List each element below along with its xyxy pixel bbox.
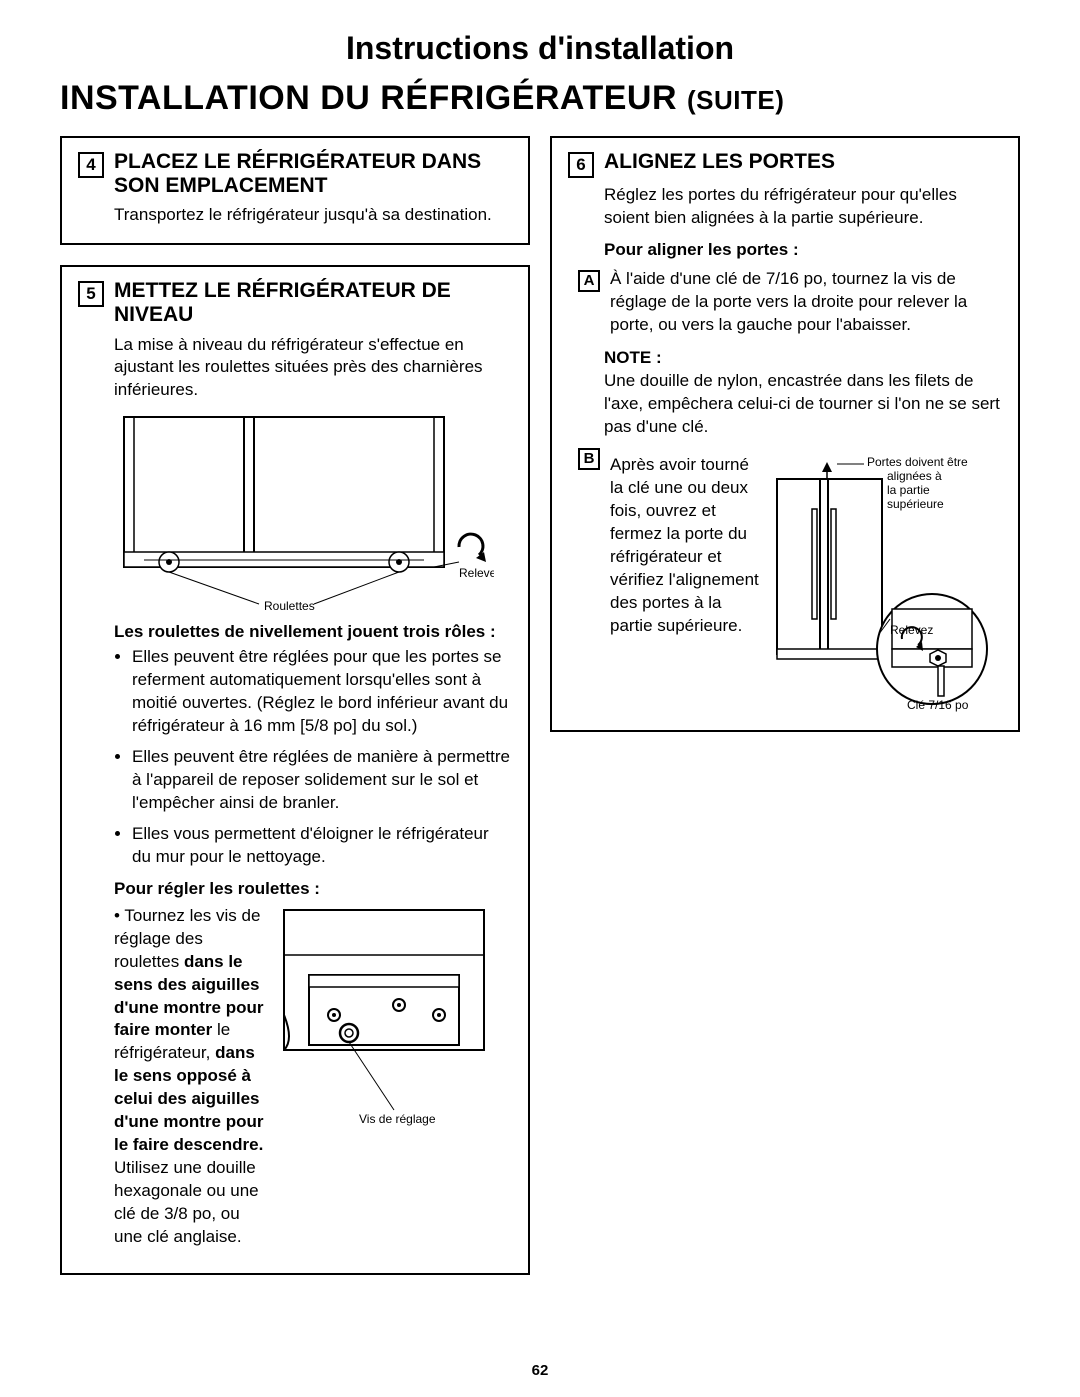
note-label: NOTE : [604,348,662,367]
adjusting-screw-label: Vis de réglage [359,1112,436,1126]
step-number-5: 5 [78,281,104,307]
step-number-6: 6 [568,152,594,178]
substep-a-text: À l'aide d'une clé de 7/16 po, tournez l… [610,268,1002,337]
adjust-text: • Tournez les vis de réglage des roulett… [114,905,269,1249]
note-block: NOTE : Une douille de nylon, encastrée d… [604,347,1002,439]
door-alignment-diagram: Portes doivent être alignées à la partie… [772,454,1002,714]
substep-a: A À l'aide d'une clé de 7/16 po, tournez… [578,268,1002,337]
section-title: INSTALLATION DU RÉFRIGÉRATEUR (SUITE) [60,79,1020,118]
role-item-2: Elles peuvent être réglées de manière à … [132,746,512,815]
title-continued: (SUITE) [687,85,784,115]
wrench-label: Clé 7/16 po [907,698,969,712]
svg-text:alignées à: alignées à [887,469,942,483]
step-number-4: 4 [78,152,104,178]
role-item-3: Elles vous permettent d'éloigner le réfr… [132,823,512,869]
align-subhead: Pour aligner les portes : [604,240,1002,260]
detail-raise-label: Relevez [890,623,933,637]
step-4-box: 4 PLACEZ LE RÉFRIGÉRATEUR DANS SON EMPLA… [60,136,530,245]
step-6-box: 6 ALIGNEZ LES PORTES Réglez les portes d… [550,136,1020,732]
substep-b: B Après avoir tourné la clé une ou deux … [578,446,1002,714]
step-5-body: La mise à niveau du réfrigérateur s'effe… [114,334,512,403]
note-text: Une douille de nylon, encastrée dans les… [604,371,1000,436]
step-4-title: PLACEZ LE RÉFRIGÉRATEUR DANS SON EMPLACE… [114,150,512,198]
svg-text:la partie: la partie [887,483,930,497]
substep-b-text: Après avoir tourné la clé une ou deux fo… [610,454,760,714]
adjusting-screw-diagram: Vis de réglage [279,905,499,1135]
rollers-label: Roulettes [264,599,315,612]
left-column: 4 PLACEZ LE RÉFRIGÉRATEUR DANS SON EMPLA… [60,136,530,1275]
roles-list: Elles peuvent être réglées pour que les … [114,646,512,868]
letter-a-icon: A [578,270,600,292]
roller-diagram: Relevez Roulettes [114,412,512,612]
right-column: 6 ALIGNEZ LES PORTES Réglez les portes d… [550,136,1020,1275]
roles-heading: Les roulettes de nivellement jouent troi… [114,622,512,642]
adjust-heading: Pour régler les roulettes : [114,879,512,899]
manual-page: Instructions d'installation INSTALLATION… [0,0,1080,1397]
step-5-title: METTEZ LE RÉFRIGÉRATEUR DE NIVEAU [114,279,512,327]
letter-b-icon: B [578,448,600,470]
page-number: 62 [0,1362,1080,1379]
step-6-title: ALIGNEZ LES PORTES [604,150,835,174]
title-main: INSTALLATION DU RÉFRIGÉRATEUR [60,79,687,117]
step-4-body: Transportez le réfrigérateur jusqu'à sa … [114,204,512,227]
svg-text:supérieure: supérieure [887,497,944,511]
role-item-1: Elles peuvent être réglées pour que les … [132,646,512,738]
step-6-body: Réglez les portes du réfrigérateur pour … [604,184,1002,230]
two-column-layout: 4 PLACEZ LE RÉFRIGÉRATEUR DANS SON EMPLA… [60,136,1020,1275]
step-5-box: 5 METTEZ LE RÉFRIGÉRATEUR DE NIVEAU La m… [60,265,530,1275]
page-header: Instructions d'installation [60,30,1020,67]
align-label-1: Portes doivent être [867,455,968,469]
raise-label: Relevez [459,566,494,580]
